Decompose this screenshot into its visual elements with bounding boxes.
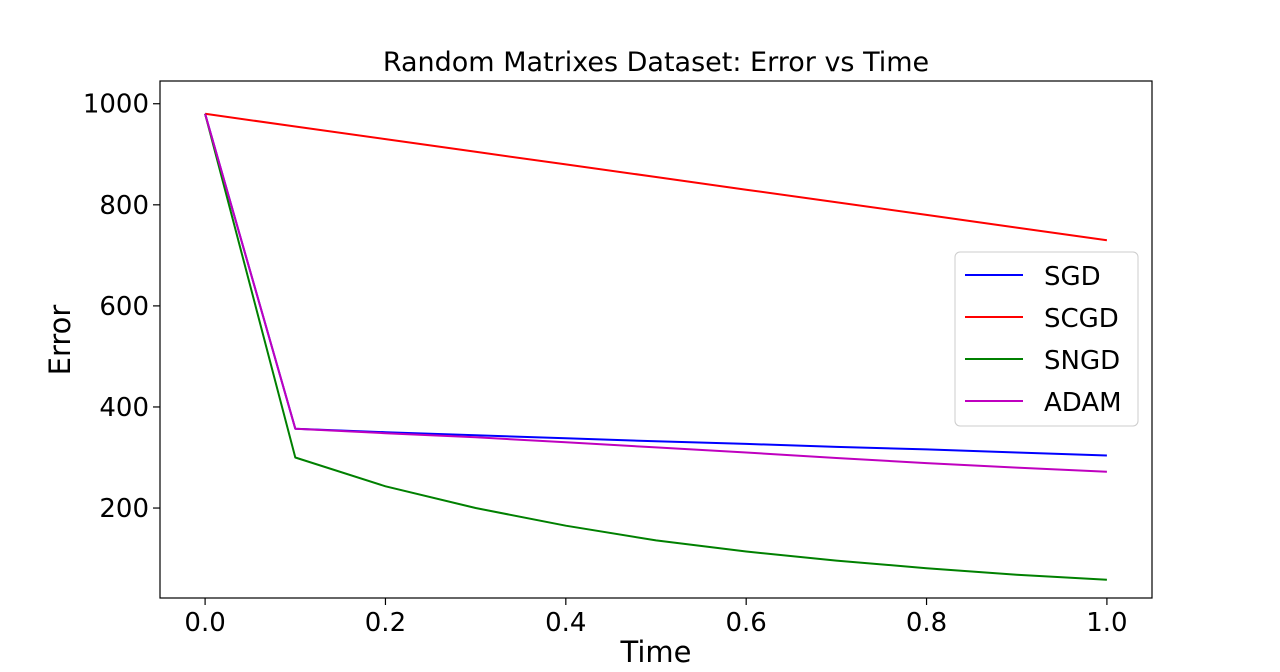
y-axis: 200 400 600 800 1000 xyxy=(83,90,160,524)
y-tick-label: 800 xyxy=(99,191,149,221)
x-tick-label: 0.6 xyxy=(726,608,767,638)
x-tick-label: 1.0 xyxy=(1086,608,1127,638)
chart-title: Random Matrixes Dataset: Error vs Time xyxy=(383,47,929,78)
x-axis-label: Time xyxy=(620,635,692,669)
series-line-sngd xyxy=(204,113,1107,581)
series-line-adam xyxy=(204,113,1107,473)
series-line-scgd xyxy=(204,112,1108,242)
legend-label-sngd: SNGD xyxy=(1044,346,1120,376)
x-tick-label: 0.4 xyxy=(545,608,586,638)
legend-label-scgd: SCGD xyxy=(1044,304,1119,334)
legend-label-sgd: SGD xyxy=(1044,262,1101,292)
legend-box xyxy=(954,251,1139,427)
y-tick-label: 1000 xyxy=(83,90,149,120)
x-tick-label: 0.8 xyxy=(906,608,947,638)
x-axis: 0.0 0.2 0.4 0.6 0.8 1.0 xyxy=(184,598,1128,638)
y-axis-label: Error xyxy=(43,305,77,376)
legend: SGD SCGD SNGD ADAM xyxy=(954,251,1139,427)
y-tick-label: 400 xyxy=(99,393,149,423)
y-tick-label: 600 xyxy=(99,292,149,322)
y-tick-label: 200 xyxy=(99,494,149,524)
x-tick-label: 0.0 xyxy=(184,608,225,638)
x-tick-label: 0.2 xyxy=(365,608,406,638)
legend-label-adam: ADAM xyxy=(1044,388,1122,418)
plot-area xyxy=(204,112,1108,581)
plot-frame xyxy=(159,80,1153,599)
